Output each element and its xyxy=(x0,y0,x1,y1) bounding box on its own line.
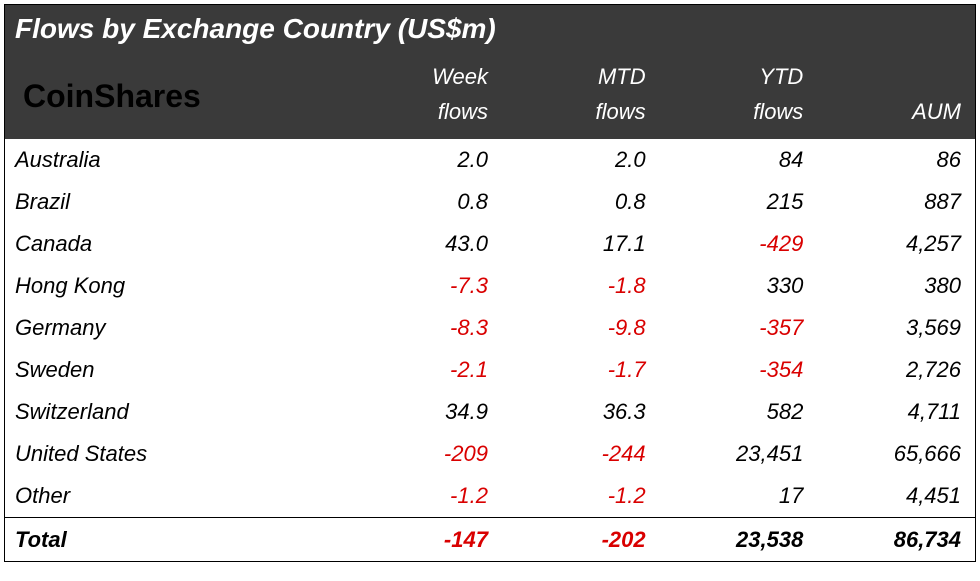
cell-week: -209 xyxy=(344,441,502,467)
row-name: Other xyxy=(5,483,344,509)
cell-mtd: -1.8 xyxy=(502,273,660,299)
cell-ytd: -357 xyxy=(660,315,818,341)
cell-mtd: 0.8 xyxy=(502,189,660,215)
col-header-week-line2: flows xyxy=(348,94,488,129)
row-name: Total xyxy=(5,527,344,553)
cell-ytd: -354 xyxy=(660,357,818,383)
row-name: Brazil xyxy=(5,189,344,215)
table-body: Australia2.02.08486Brazil0.80.8215887Can… xyxy=(5,139,975,561)
cell-week: -2.1 xyxy=(344,357,502,383)
col-header-week-line1: Week xyxy=(348,59,488,94)
cell-mtd: 36.3 xyxy=(502,399,660,425)
cell-week: -8.3 xyxy=(344,315,502,341)
col-header-mtd-line1: MTD xyxy=(506,59,646,94)
table-row: Australia2.02.08486 xyxy=(5,139,975,181)
cell-ytd: -429 xyxy=(660,231,818,257)
cell-week: 2.0 xyxy=(344,147,502,173)
cell-aum: 4,451 xyxy=(817,483,975,509)
table-row: Hong Kong-7.3-1.8330380 xyxy=(5,265,975,307)
table-row: Canada43.017.1-4294,257 xyxy=(5,223,975,265)
col-header-ytd-line2: flows xyxy=(664,94,804,129)
cell-mtd: 17.1 xyxy=(502,231,660,257)
cell-aum: 4,711 xyxy=(817,399,975,425)
table-row: Switzerland34.936.35824,711 xyxy=(5,391,975,433)
table-row: Germany-8.3-9.8-3573,569 xyxy=(5,307,975,349)
row-name: Sweden xyxy=(5,357,344,383)
table-header: Flows by Exchange Country (US$m) CoinSha… xyxy=(5,5,975,139)
cell-aum: 3,569 xyxy=(817,315,975,341)
cell-ytd: 84 xyxy=(660,147,818,173)
cell-week: -1.2 xyxy=(344,483,502,509)
table-row: Other-1.2-1.2174,451 xyxy=(5,475,975,517)
cell-aum: 380 xyxy=(817,273,975,299)
cell-mtd: -1.2 xyxy=(502,483,660,509)
cell-mtd: -202 xyxy=(502,527,660,553)
cell-week: 34.9 xyxy=(344,399,502,425)
column-header-row: CoinShares Week flows MTD flows YTD flow… xyxy=(5,53,975,139)
row-name: Germany xyxy=(5,315,344,341)
row-name: Switzerland xyxy=(5,399,344,425)
cell-aum: 4,257 xyxy=(817,231,975,257)
row-name: Australia xyxy=(5,147,344,173)
cell-aum: 887 xyxy=(817,189,975,215)
cell-week: -7.3 xyxy=(344,273,502,299)
col-header-mtd: MTD flows xyxy=(502,53,660,139)
cell-ytd: 582 xyxy=(660,399,818,425)
cell-week: -147 xyxy=(344,527,502,553)
row-name: Hong Kong xyxy=(5,273,344,299)
table-row: Brazil0.80.8215887 xyxy=(5,181,975,223)
col-header-mtd-line2: flows xyxy=(506,94,646,129)
cell-ytd: 23,451 xyxy=(660,441,818,467)
cell-mtd: -9.8 xyxy=(502,315,660,341)
row-name: Canada xyxy=(5,231,344,257)
cell-aum: 86,734 xyxy=(817,527,975,553)
row-name: United States xyxy=(5,441,344,467)
brand-logo: CoinShares xyxy=(5,53,344,139)
col-header-ytd: YTD flows xyxy=(660,53,818,139)
cell-aum: 2,726 xyxy=(817,357,975,383)
cell-ytd: 215 xyxy=(660,189,818,215)
cell-aum: 65,666 xyxy=(817,441,975,467)
cell-ytd: 23,538 xyxy=(660,527,818,553)
col-header-aum-line2: AUM xyxy=(821,94,961,129)
cell-ytd: 17 xyxy=(660,483,818,509)
col-header-week: Week flows xyxy=(344,53,502,139)
cell-week: 0.8 xyxy=(344,189,502,215)
col-header-ytd-line1: YTD xyxy=(664,59,804,94)
col-header-aum: AUM xyxy=(817,53,975,139)
cell-week: 43.0 xyxy=(344,231,502,257)
table-row: United States-209-24423,45165,666 xyxy=(5,433,975,475)
cell-mtd: 2.0 xyxy=(502,147,660,173)
flows-table: Flows by Exchange Country (US$m) CoinSha… xyxy=(4,4,976,562)
total-row: Total-147-20223,53886,734 xyxy=(5,517,975,561)
cell-mtd: -1.7 xyxy=(502,357,660,383)
cell-ytd: 330 xyxy=(660,273,818,299)
table-title: Flows by Exchange Country (US$m) xyxy=(5,5,975,53)
cell-aum: 86 xyxy=(817,147,975,173)
table-row: Sweden-2.1-1.7-3542,726 xyxy=(5,349,975,391)
cell-mtd: -244 xyxy=(502,441,660,467)
